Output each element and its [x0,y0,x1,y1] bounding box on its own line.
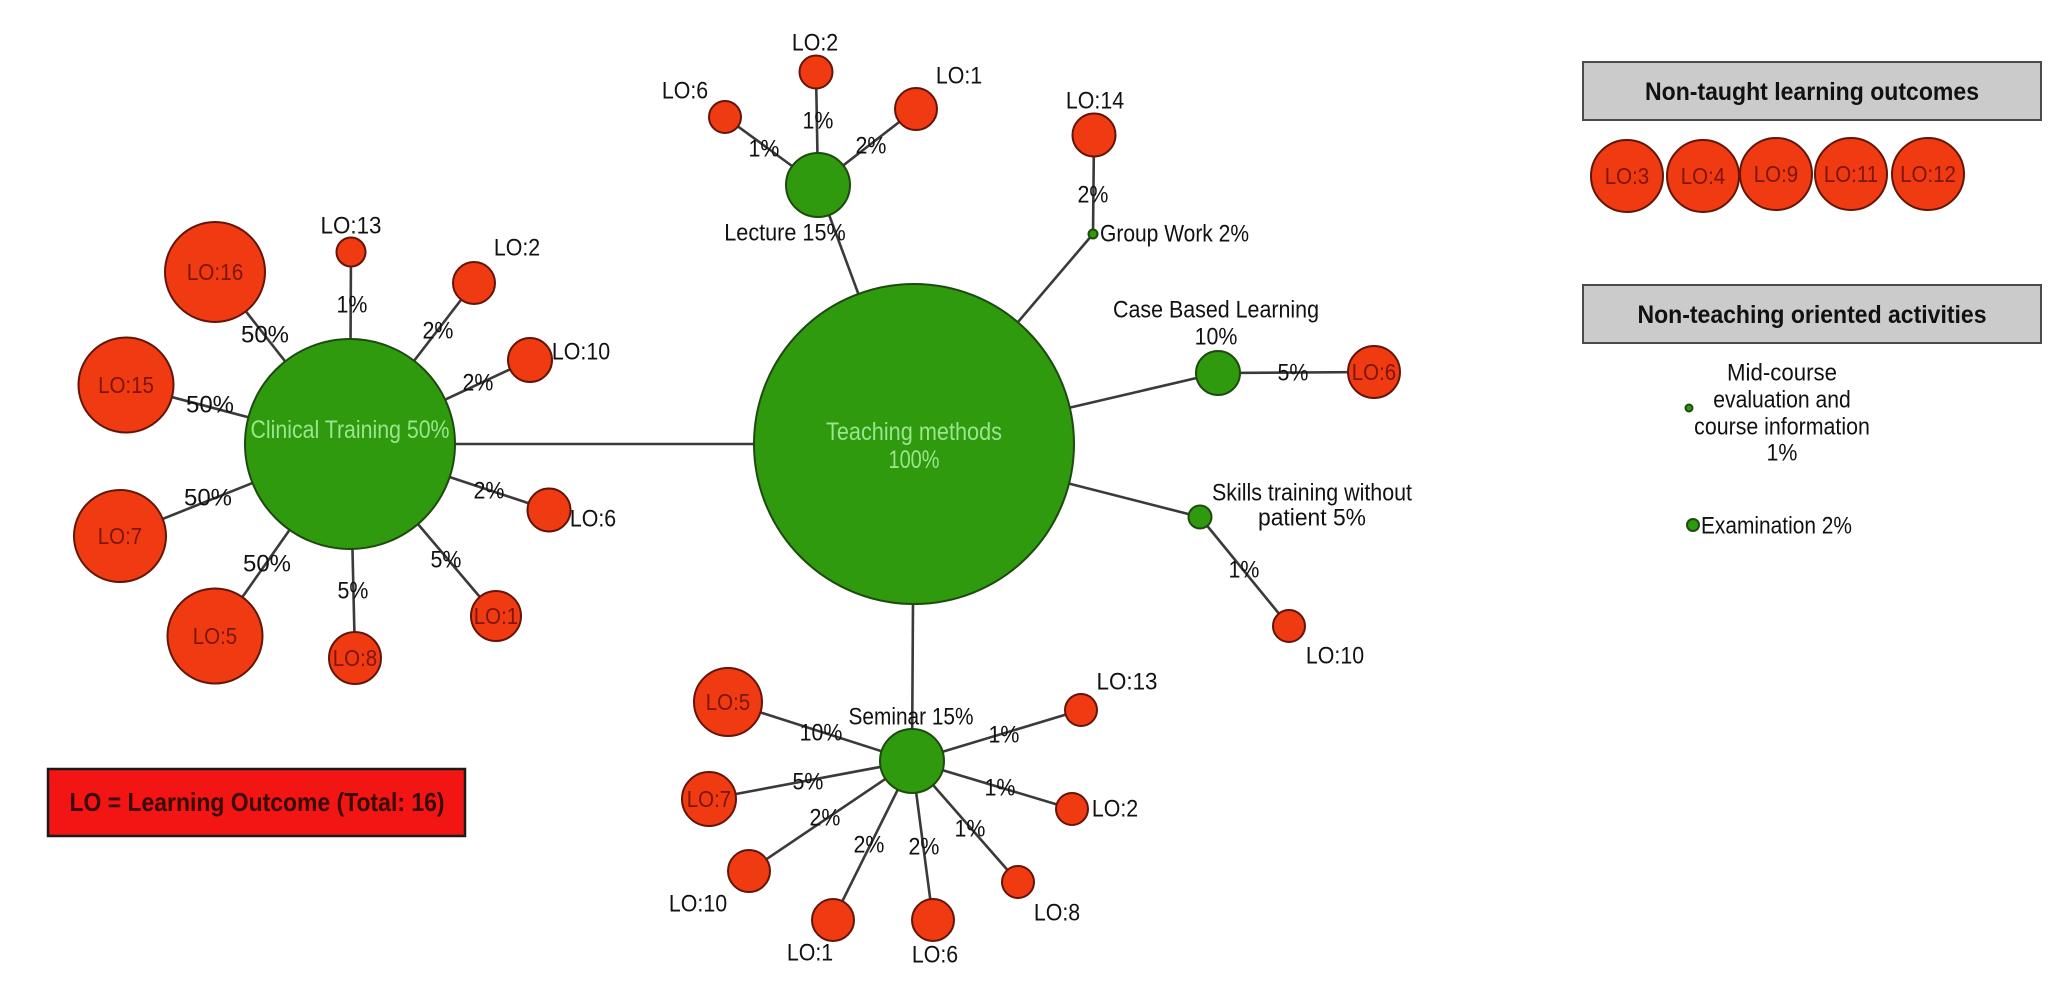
svg-text:LO:12: LO:12 [1900,161,1956,187]
svg-text:Examination 2%: Examination 2% [1701,513,1852,540]
svg-text:50%: 50% [241,322,289,349]
svg-text:5%: 5% [793,769,824,796]
svg-text:1%: 1% [985,775,1016,802]
svg-text:Group Work 2%: Group Work 2% [1100,221,1249,248]
svg-text:2%: 2% [810,805,841,832]
svg-text:Non-teaching oriented activiti: Non-teaching oriented activities [1638,301,1987,329]
svg-text:LO:7: LO:7 [687,786,731,812]
svg-text:2%: 2% [463,370,494,397]
svg-text:1%: 1% [749,136,780,163]
svg-text:LO:15: LO:15 [98,372,154,398]
svg-text:LO:13: LO:13 [1097,669,1158,696]
svg-text:2%: 2% [909,834,940,861]
svg-text:LO:10: LO:10 [1306,643,1364,670]
svg-text:Teaching methods: Teaching methods [826,418,1002,446]
svg-text:LO:5: LO:5 [193,623,237,649]
svg-text:LO:3: LO:3 [1605,163,1649,189]
svg-text:2%: 2% [423,318,454,345]
svg-text:Seminar 15%: Seminar 15% [849,704,974,731]
svg-text:5%: 5% [431,547,462,574]
svg-text:10%: 10% [800,720,843,747]
svg-text:Clinical Training 50%: Clinical Training 50% [251,416,450,444]
svg-text:2%: 2% [474,478,505,505]
svg-text:evaluation and: evaluation and [1713,387,1851,414]
svg-text:patient 5%: patient 5% [1258,505,1366,532]
svg-text:1%: 1% [1229,557,1260,584]
svg-text:5%: 5% [338,578,369,605]
svg-text:LO:1: LO:1 [787,940,833,967]
svg-text:1%: 1% [803,108,834,135]
svg-text:1%: 1% [337,292,368,319]
svg-text:LO:14: LO:14 [1066,88,1124,115]
svg-text:LO:8: LO:8 [333,645,377,671]
svg-text:LO:11: LO:11 [1824,161,1878,187]
svg-text:LO:1: LO:1 [936,63,982,90]
svg-text:10%: 10% [1195,324,1238,351]
svg-text:LO:2: LO:2 [494,235,540,262]
svg-text:LO:7: LO:7 [98,523,142,549]
svg-text:LO:8: LO:8 [1034,900,1080,927]
svg-text:1%: 1% [989,722,1020,749]
svg-text:50%: 50% [186,392,234,419]
svg-text:course information: course information [1694,414,1870,441]
svg-text:LO:9: LO:9 [1754,161,1798,187]
svg-text:LO:6: LO:6 [1352,359,1396,385]
svg-text:LO:13: LO:13 [321,213,382,240]
svg-text:5%: 5% [1278,360,1309,387]
svg-text:2%: 2% [856,133,887,160]
svg-text:2%: 2% [854,832,885,859]
svg-text:50%: 50% [243,551,291,578]
svg-text:LO:5: LO:5 [706,689,750,715]
svg-text:LO:6: LO:6 [570,506,616,533]
svg-text:Case Based Learning: Case Based Learning [1113,297,1319,324]
svg-text:Skills training without: Skills training without [1212,480,1412,507]
svg-text:Non-taught learning outcomes: Non-taught learning outcomes [1645,78,1979,106]
svg-text:LO:6: LO:6 [662,78,708,105]
svg-text:100%: 100% [889,446,940,474]
svg-text:LO:10: LO:10 [669,891,727,918]
svg-text:LO:10: LO:10 [552,339,610,366]
svg-text:LO:2: LO:2 [1092,796,1138,823]
svg-text:LO:4: LO:4 [1681,163,1726,189]
svg-text:50%: 50% [184,485,232,512]
svg-text:LO = Learning Outcome (Total:: LO = Learning Outcome (Total: 16) [70,787,445,817]
svg-text:1%: 1% [1767,440,1798,467]
svg-text:LO:2: LO:2 [792,30,838,57]
svg-text:LO:6: LO:6 [912,942,958,969]
svg-text:2%: 2% [1078,182,1109,209]
svg-text:Mid-course: Mid-course [1727,360,1837,387]
svg-text:LO:16: LO:16 [187,259,244,285]
svg-text:LO:1: LO:1 [474,603,518,629]
svg-text:Lecture 15%: Lecture 15% [724,220,846,247]
svg-text:1%: 1% [955,816,986,843]
